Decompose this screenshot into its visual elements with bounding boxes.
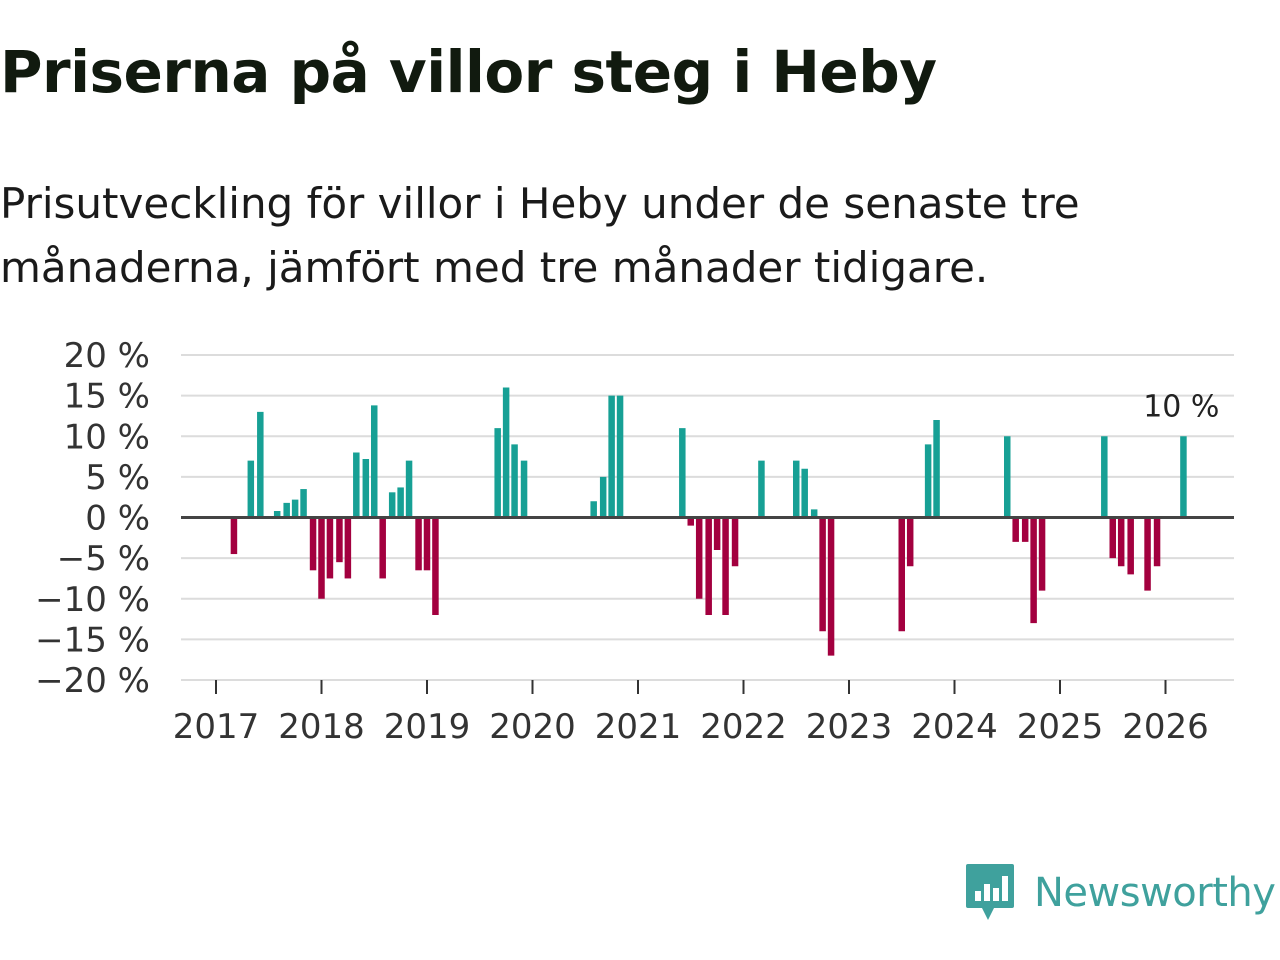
bar xyxy=(511,444,518,518)
bar xyxy=(1153,517,1161,567)
bar xyxy=(1101,436,1108,518)
bar xyxy=(273,511,281,518)
bar xyxy=(898,517,905,632)
y-tick-label: 20 % xyxy=(64,336,150,376)
bar xyxy=(415,517,422,571)
bar xyxy=(336,517,343,563)
y-tick-label: −20 % xyxy=(35,661,150,701)
bar xyxy=(423,517,431,571)
bar xyxy=(801,468,808,518)
bar xyxy=(309,517,317,571)
x-tick-label: 2023 xyxy=(806,707,893,747)
bar xyxy=(494,428,501,518)
x-tick-label: 2019 xyxy=(384,707,471,747)
page-subtitle: Prisutveckling för villor i Heby under d… xyxy=(0,179,1080,292)
bar xyxy=(432,517,439,615)
bar xyxy=(906,517,914,567)
x-tick-label: 2017 xyxy=(173,707,260,747)
bar xyxy=(520,460,528,518)
x-tick-label: 2021 xyxy=(595,707,682,747)
bar xyxy=(230,517,238,555)
bar xyxy=(695,517,703,599)
bar xyxy=(810,509,818,518)
bar xyxy=(1038,517,1046,591)
bar xyxy=(599,476,607,518)
bar xyxy=(379,517,386,579)
x-tick-label: 2022 xyxy=(700,707,787,747)
newsworthy-logo-icon xyxy=(966,864,1014,920)
x-tick-label: 2020 xyxy=(489,707,576,747)
bar xyxy=(687,517,694,526)
y-tick-label: 0 % xyxy=(85,499,150,539)
axes xyxy=(181,516,1234,694)
bars xyxy=(230,387,1187,656)
x-tick-label: 2025 xyxy=(1017,707,1104,747)
page-title: Priserna på villor steg i Heby xyxy=(0,38,937,106)
bar xyxy=(1021,517,1029,542)
x-tick-label: 2018 xyxy=(278,707,365,747)
bar xyxy=(405,460,413,518)
bar xyxy=(1117,517,1125,567)
bar xyxy=(257,411,264,518)
bar xyxy=(608,395,615,518)
y-tick-label: 15 % xyxy=(64,377,150,417)
bar xyxy=(793,460,800,518)
bar-chart: 20 %15 %10 %5 %0 %−5 %−10 %−15 %−20 %201… xyxy=(35,336,1234,747)
bar xyxy=(344,517,352,579)
bar xyxy=(1180,436,1187,518)
bar xyxy=(1127,517,1134,575)
y-tick-label: 10 % xyxy=(64,417,150,457)
last-value-label: 10 % xyxy=(1143,389,1219,424)
bar xyxy=(933,420,940,518)
bar xyxy=(722,517,729,615)
labels: 20 %15 %10 %5 %0 %−5 %−10 %−15 %−20 %201… xyxy=(35,336,1219,747)
bar xyxy=(758,460,765,518)
bar xyxy=(616,395,624,518)
brand: Newsworthy xyxy=(964,862,1276,924)
bar xyxy=(362,459,370,518)
brand-name: Newsworthy xyxy=(1034,870,1276,916)
bar xyxy=(1144,517,1151,591)
bar xyxy=(1012,517,1019,542)
y-tick-label: −5 % xyxy=(57,539,150,579)
bar xyxy=(679,428,686,518)
bar xyxy=(827,517,835,656)
bar xyxy=(1030,517,1037,624)
bar xyxy=(300,489,307,518)
bar xyxy=(502,387,510,518)
bar xyxy=(291,499,299,518)
bar xyxy=(283,502,290,518)
y-tick-label: −10 % xyxy=(35,580,150,620)
bar xyxy=(247,460,255,518)
bar xyxy=(388,492,396,518)
bar xyxy=(397,487,404,518)
bar xyxy=(353,452,360,518)
bar xyxy=(924,444,932,518)
x-tick-label: 2024 xyxy=(911,707,998,747)
bar xyxy=(326,517,334,579)
bar xyxy=(731,517,739,567)
bar xyxy=(713,517,721,550)
bar xyxy=(705,517,712,615)
bar xyxy=(1109,517,1116,559)
y-tick-label: 5 % xyxy=(85,458,150,498)
bar xyxy=(318,517,325,599)
bar xyxy=(590,501,597,518)
bar xyxy=(819,517,826,632)
y-tick-label: −15 % xyxy=(35,620,150,660)
x-tick-label: 2026 xyxy=(1122,707,1209,747)
bar xyxy=(1004,436,1011,518)
bar xyxy=(371,405,378,518)
